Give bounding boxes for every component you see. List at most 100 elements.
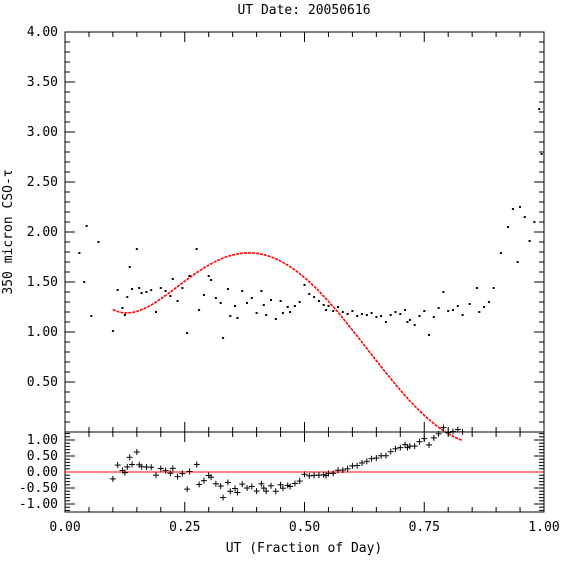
data-point: [303, 284, 306, 286]
data-point: [140, 292, 143, 294]
data-point: [274, 318, 277, 320]
data-point: [313, 296, 316, 298]
data-point: [365, 314, 368, 316]
data-point: [241, 290, 244, 292]
data-point: [78, 252, 81, 254]
residual-point: [129, 461, 136, 468]
main-panel: [64, 31, 545, 442]
data-point: [356, 315, 359, 317]
residual-point: [148, 464, 155, 471]
y-tick-label: 3.50: [27, 75, 58, 90]
residual-point: [121, 469, 128, 476]
data-point: [528, 240, 531, 242]
y-tick-label: 1.50: [27, 275, 58, 290]
data-point: [195, 248, 198, 250]
data-point: [499, 252, 502, 254]
data-point: [483, 306, 486, 308]
data-point: [214, 297, 217, 299]
data-point: [389, 314, 392, 316]
data-point: [413, 324, 416, 326]
data-point: [461, 314, 464, 316]
residual-point: [153, 472, 160, 479]
data-point: [406, 321, 409, 323]
residual-point: [426, 441, 433, 448]
resid-tick-label: 1.00: [27, 433, 58, 448]
data-point: [375, 316, 378, 318]
data-point: [332, 310, 335, 312]
data-point: [337, 306, 339, 308]
data-point: [293, 305, 296, 307]
data-point: [270, 299, 272, 301]
data-point: [523, 216, 526, 218]
residual-point: [124, 463, 131, 470]
data-point: [442, 291, 445, 293]
data-point: [85, 225, 88, 227]
resid-tick-label: -0.50: [19, 481, 58, 496]
data-point: [289, 311, 292, 313]
data-point: [246, 302, 248, 304]
data-point: [229, 315, 232, 317]
y-tick-label: 2.00: [27, 225, 58, 240]
data-point: [222, 337, 225, 339]
residual-point: [200, 477, 207, 484]
data-point: [181, 287, 184, 289]
data-point: [164, 290, 167, 292]
data-point: [408, 319, 411, 321]
x-tick-label: 0.00: [49, 520, 80, 535]
data-point: [298, 301, 301, 303]
data-point: [519, 206, 521, 208]
data-point: [361, 313, 363, 315]
residual-point: [397, 444, 404, 451]
data-point: [188, 275, 191, 277]
data-point: [538, 108, 541, 110]
data-point: [255, 312, 258, 314]
data-point: [265, 314, 268, 316]
data-point: [131, 288, 134, 290]
residual-point: [179, 470, 186, 477]
data-point: [370, 312, 373, 314]
x-tick-label: 0.75: [409, 520, 440, 535]
data-point: [236, 317, 239, 319]
data-point: [281, 312, 284, 314]
resid-tick-label: 0.50: [27, 449, 58, 464]
y-tick-label: 1.00: [27, 325, 58, 340]
residual-point: [277, 481, 284, 488]
data-point: [308, 293, 311, 295]
data-point: [145, 291, 148, 293]
residual-point: [196, 481, 203, 488]
residual-point: [208, 474, 215, 481]
residual-point: [248, 483, 255, 490]
data-point: [516, 261, 519, 263]
data-point: [226, 288, 229, 290]
data-point: [186, 332, 189, 334]
data-point: [540, 153, 543, 155]
residual-point: [387, 448, 394, 455]
data-point: [207, 275, 210, 277]
residual-point: [220, 494, 227, 501]
data-point: [418, 315, 421, 317]
data-point: [250, 297, 253, 299]
residual-point: [330, 470, 337, 477]
data-point: [135, 248, 138, 250]
main-panel-frame: [64, 31, 545, 433]
data-point: [97, 241, 100, 243]
data-point: [169, 295, 172, 297]
chart-title: UT Date: 20050616: [237, 3, 370, 18]
data-point: [428, 334, 430, 336]
data-point: [123, 314, 126, 316]
data-point: [447, 310, 450, 312]
data-point: [111, 330, 114, 332]
data-point: [219, 302, 222, 304]
y-axis-label: 350 micron CSO-τ: [1, 169, 16, 294]
residual-point: [227, 488, 234, 495]
residual-point: [287, 483, 294, 490]
data-point: [159, 287, 162, 289]
residual-point: [373, 455, 380, 462]
residual-point: [133, 449, 140, 456]
residual-panel: [64, 424, 545, 513]
residual-point: [449, 428, 456, 435]
residual-point: [253, 488, 260, 495]
residual-point: [445, 429, 452, 436]
data-point: [262, 304, 265, 306]
residual-point: [126, 454, 133, 461]
